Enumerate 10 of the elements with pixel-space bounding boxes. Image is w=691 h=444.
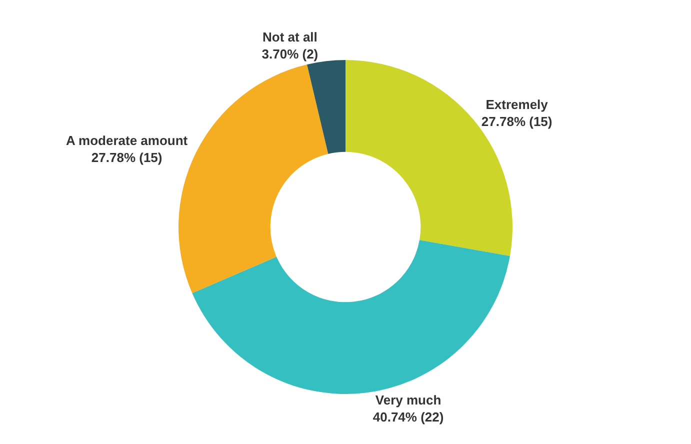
slice-label: Very much bbox=[375, 392, 442, 408]
data-label: 40.74% (22) bbox=[372, 410, 444, 425]
data-label: 3.70% (2) bbox=[262, 46, 318, 62]
donut-slice bbox=[306, 60, 346, 154]
data-label: 27.78% (15) bbox=[91, 150, 162, 165]
donut-slice bbox=[192, 240, 510, 394]
slice-label: A moderate amount bbox=[66, 132, 188, 148]
slice-label: Extremely bbox=[486, 97, 549, 112]
slice-label: Not at all bbox=[262, 29, 318, 44]
data-label: 27.78% (15) bbox=[481, 114, 552, 130]
